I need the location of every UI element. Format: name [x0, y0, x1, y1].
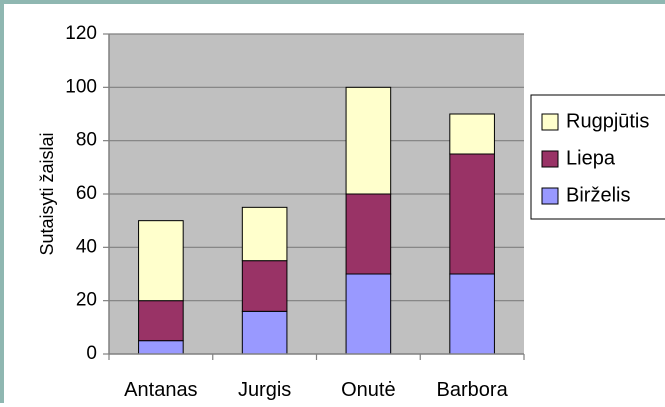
y-tick-label: 120 — [65, 23, 97, 44]
stacked-bar-chart: 0 20 40 60 80 100 120 Antanas Jurgis Onutė Barbor… — [37, 23, 665, 401]
bar-jurgis-rugpjūtis — [241, 206, 288, 262]
bar-barbora-liepa — [449, 153, 495, 275]
y-tick-label: 80 — [76, 130, 97, 151]
y-tick-label: 40 — [76, 236, 97, 257]
bar-antanas-rugpjūtis — [138, 220, 184, 302]
legend-swatch-birželis — [541, 187, 559, 205]
bar-onutė-rugpjūtis — [345, 86, 392, 195]
y-tick-label: 60 — [76, 183, 97, 204]
y-tick-label: 20 — [76, 290, 97, 311]
axes — [103, 33, 525, 360]
x-tick-label-onutė: Onutė — [341, 379, 395, 401]
y-axis-label: Sutaisyti žaislai — [37, 132, 57, 255]
bars — [138, 86, 495, 355]
bar-jurgis-birželis — [241, 310, 288, 355]
y-tick-labels: 0 20 40 60 80 100 120 — [65, 23, 97, 364]
x-tick-label-jurgis: Jurgis — [238, 379, 291, 401]
bar-antanas-birželis — [138, 340, 184, 355]
bar-onutė-liepa — [345, 193, 392, 275]
bar-onutė-birželis — [345, 273, 392, 355]
y-tick-label: 0 — [86, 343, 97, 364]
legend-label-birželis: Birželis — [566, 184, 630, 206]
legend-label-rugpjūtis: Rugpjūtis — [566, 110, 649, 132]
x-tick-labels: Antanas Jurgis Onutė Barbora — [124, 379, 508, 401]
legend-label-liepa: Liepa — [566, 147, 616, 169]
legend-swatch-liepa — [541, 150, 559, 168]
bar-antanas-liepa — [138, 300, 184, 342]
bar-jurgis-liepa — [241, 260, 288, 312]
x-tick-label-antanas: Antanas — [124, 379, 197, 401]
legend: Rugpjūtis Liepa Birželis — [530, 94, 665, 220]
x-tick-label-barbora: Barbora — [437, 379, 509, 401]
bar-barbora-birželis — [449, 273, 495, 355]
legend-swatch-rugpjūtis — [541, 113, 559, 131]
bar-barbora-rugpjūtis — [449, 113, 495, 155]
y-tick-label: 100 — [65, 76, 97, 97]
